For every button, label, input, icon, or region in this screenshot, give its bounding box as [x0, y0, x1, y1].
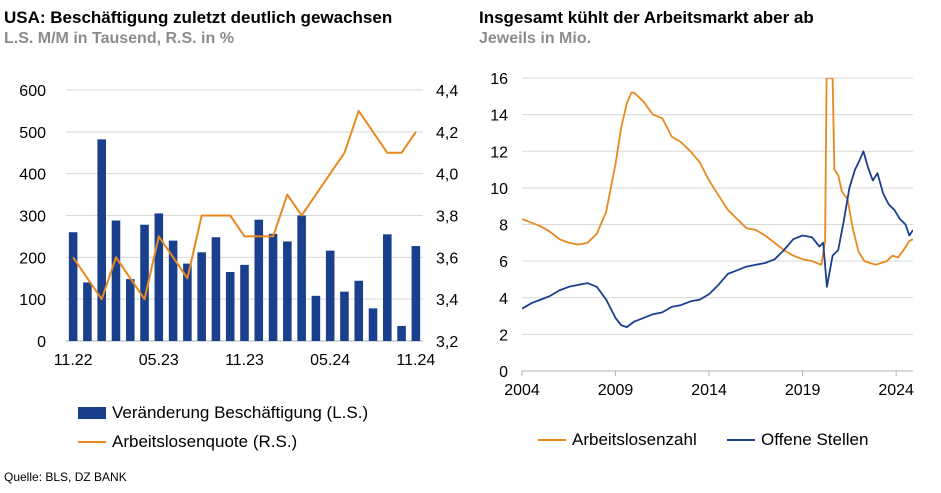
- employment-bar: [168, 240, 178, 341]
- employment-bar: [411, 246, 421, 341]
- employment-bar: [154, 213, 164, 341]
- x-tick-label: 05.23: [139, 352, 179, 369]
- y-left-tick-label: 300: [19, 209, 46, 226]
- employment-bar: [368, 308, 378, 341]
- legend-swatch-bar: [78, 407, 106, 419]
- job-openings-line: [522, 150, 913, 329]
- x-tick-label: 2019: [785, 382, 821, 399]
- y-tick-label: 16: [490, 71, 508, 88]
- employment-bar: [283, 241, 292, 341]
- y-left-tick-label: 200: [19, 250, 46, 267]
- y-tick-label: 0: [499, 364, 508, 381]
- legend-swatch-line-orange: [538, 439, 566, 441]
- employment-bar: [340, 291, 349, 341]
- y-tick-label: 8: [499, 218, 508, 235]
- y-right-tick-label: 3,2: [436, 334, 458, 351]
- y-left-tick-label: 400: [19, 167, 46, 184]
- employment-bar: [183, 263, 192, 341]
- x-tick-label: 2004: [504, 382, 540, 399]
- x-tick-label: 2014: [691, 382, 727, 399]
- employment-bar: [297, 215, 306, 341]
- left-chart-title: USA: Beschäftigung zuletzt deutlich gewa…: [4, 8, 393, 27]
- x-tick-label: 11.24: [396, 352, 435, 369]
- employment-bar: [383, 234, 392, 341]
- y-tick-label: 6: [499, 254, 508, 271]
- employment-bar: [325, 250, 335, 341]
- y-left-tick-label: 0: [37, 334, 46, 351]
- legend-label-unemployment-rate: Arbeitslosenquote (R.S.): [112, 432, 298, 451]
- y-left-tick-label: 100: [19, 292, 46, 309]
- employment-bar: [125, 279, 135, 341]
- employment-bar: [354, 280, 364, 341]
- left-chart-subtitle: L.S. M/M in Tausend, R.S. in %: [4, 30, 234, 47]
- y-right-tick-label: 4,0: [436, 167, 458, 184]
- x-tick-label: 2024: [878, 382, 914, 399]
- y-tick-label: 12: [490, 144, 508, 161]
- employment-bar: [111, 220, 121, 341]
- x-tick-label: 11.22: [54, 352, 93, 369]
- source-note: Quelle: BLS, DZ BANK: [4, 470, 127, 484]
- right-chart-title: Insgesamt kühlt der Arbeitsmarkt aber ab: [479, 8, 814, 27]
- employment-bar: [68, 232, 78, 341]
- employment-bar: [254, 219, 264, 341]
- x-tick-label: 05.24: [310, 352, 350, 369]
- y-tick-label: 4: [499, 291, 508, 308]
- unemployment-rate-line: [72, 109, 417, 301]
- legend-swatch-line-orange: [78, 441, 106, 443]
- y-right-tick-label: 3,8: [436, 209, 458, 226]
- y-right-tick-label: 3,6: [436, 250, 458, 267]
- legend-label-unemployed: Arbeitslosenzahl: [572, 430, 697, 449]
- y-right-tick-label: 4,4: [436, 83, 458, 100]
- employment-bar: [140, 224, 149, 341]
- right-chart-subtitle: Jeweils in Mio.: [479, 30, 592, 47]
- employment-bar: [83, 282, 92, 341]
- employment-bar: [268, 233, 278, 341]
- unemployed-line: [522, 78, 913, 266]
- legend-item-job-openings: Offene Stellen: [727, 430, 868, 450]
- employment-bar: [311, 295, 321, 341]
- x-tick-label: 2009: [598, 382, 634, 399]
- legend-item-unemployed: Arbeitslosenzahl: [538, 430, 697, 450]
- employment-bar: [397, 325, 406, 341]
- legend-item-unemployment-rate: Arbeitslosenquote (R.S.): [78, 432, 297, 452]
- y-tick-label: 2: [499, 327, 508, 344]
- legend-label-job-openings: Offene Stellen: [761, 430, 869, 449]
- employment-bar: [211, 237, 221, 341]
- employment-bar: [197, 252, 206, 341]
- labor-market-chart: 0 2 4 6 8 10 12 14 16 2004 2009 2014 2019 2024: [490, 71, 914, 399]
- legend-item-employment: Veränderung Beschäftigung (L.S.): [78, 403, 368, 423]
- y-left-tick-label: 600: [19, 83, 46, 100]
- employment-bar: [97, 139, 106, 341]
- legend-label-employment: Veränderung Beschäftigung (L.S.): [112, 403, 369, 422]
- x-tick-label: 11.23: [225, 352, 264, 369]
- y-right-tick-label: 3,4: [436, 292, 458, 309]
- y-left-tick-label: 500: [19, 125, 46, 142]
- employment-chart: 0 100 200 300 400 500 600 3,2 3,4 3,6 3,8 4,0 4,2 4,4…: [19, 83, 458, 369]
- employment-bar: [240, 264, 249, 341]
- y-tick-label: 10: [490, 181, 508, 198]
- y-right-tick-label: 4,2: [436, 125, 458, 142]
- legend-swatch-line-navy: [727, 439, 755, 441]
- y-tick-label: 14: [490, 108, 508, 125]
- employment-bar: [225, 271, 235, 341]
